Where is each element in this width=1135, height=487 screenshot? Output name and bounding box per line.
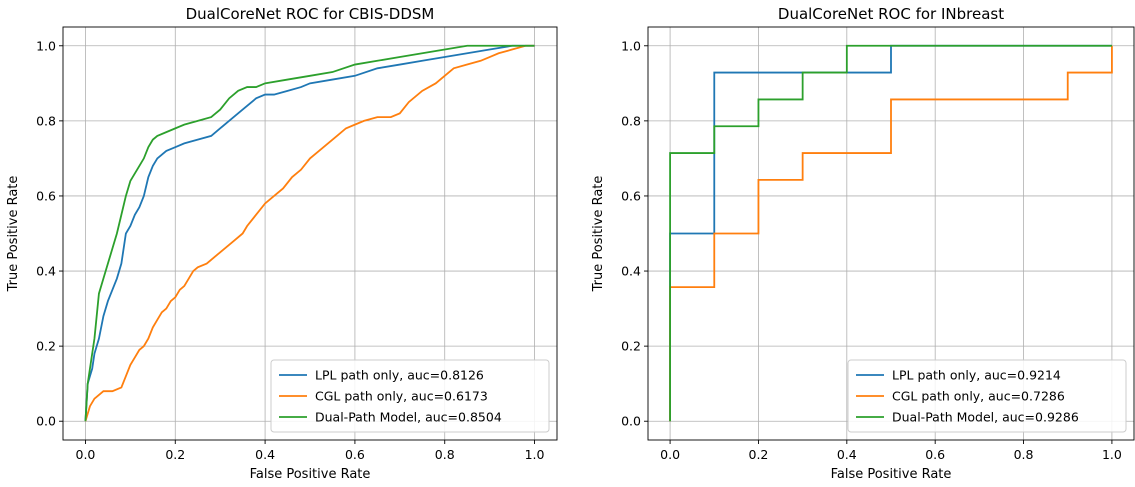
- y-tick-label: 0.4: [36, 264, 56, 279]
- y-tick-label: 0.6: [621, 188, 641, 203]
- y-tick-label: 0.8: [36, 113, 56, 128]
- legend-entry: LPL path only, auc=0.9214: [892, 368, 1061, 383]
- y-tick-label: 0.2: [621, 339, 641, 354]
- x-tick-label: 0.2: [749, 447, 769, 462]
- legend-entry: Dual-Path Model, auc=0.8504: [315, 410, 502, 425]
- x-tick-label: 0.6: [345, 447, 365, 462]
- y-tick-label: 0.2: [36, 339, 56, 354]
- legend-box: [847, 359, 1127, 433]
- legend: LPL path only, auc=0.8126 CGL path only, …: [270, 359, 550, 433]
- y-tick-label: 0.8: [621, 113, 641, 128]
- y-axis-label: True Positive Rate: [6, 176, 21, 293]
- legend-box: [270, 359, 550, 433]
- y-tick-label: 0.0: [36, 414, 56, 429]
- roc-curve-series-0: [84, 44, 535, 422]
- y-tick-label: 0.4: [621, 264, 641, 279]
- x-tick-label: 0.4: [837, 447, 857, 462]
- x-tick-label: 0.2: [165, 447, 185, 462]
- roc-curve-series-1: [84, 44, 535, 422]
- chart-title: DualCoreNet ROC for CBIS-DDSM: [186, 5, 435, 23]
- legend-entry: Dual-Path Model, auc=0.9286: [892, 410, 1079, 425]
- legend-entry: LPL path only, auc=0.8126: [315, 368, 484, 383]
- y-axis-label: True Positive Rate: [591, 176, 606, 293]
- y-tick-label: 1.0: [36, 38, 56, 53]
- x-tick-label: 0.6: [925, 447, 945, 462]
- x-axis-label: False Positive Rate: [250, 467, 371, 482]
- x-tick-label: 0.4: [255, 447, 275, 462]
- x-tick-label: 0.0: [660, 447, 680, 462]
- y-tick-label: 0.0: [621, 414, 641, 429]
- x-tick-label: 0.8: [1014, 447, 1034, 462]
- legend: LPL path only, auc=0.9214 CGL path only, …: [847, 359, 1127, 433]
- roc-chart-cbis-ddsm: 0.0 0.0 0.2 0.2 0.4 0.4 0.6 0.6 0.8 0.8 1.0 1.0 Dual…: [6, 5, 558, 482]
- grid: [63, 27, 557, 440]
- roc-curve-series-2: [84, 44, 535, 422]
- x-tick-label: 0.0: [76, 447, 96, 462]
- x-axis-label: False Positive Rate: [831, 467, 952, 482]
- legend-entry: CGL path only, auc=0.7286: [892, 389, 1065, 404]
- roc-curve-series-1: [669, 45, 1113, 422]
- chart-title: DualCoreNet ROC for INbreast: [778, 5, 1004, 23]
- y-tick-label: 0.6: [36, 188, 56, 203]
- legend-entry: CGL path only, auc=0.6173: [315, 389, 488, 404]
- y-tick-label: 1.0: [621, 38, 641, 53]
- plot-frame: [62, 26, 558, 441]
- roc-chart-inbreast: 0.0 0.0 0.2 0.2 0.4 0.4 0.6 0.6 0.8 0.8 1.0 1.0 Dual…: [591, 5, 1135, 482]
- x-tick-label: 1.0: [1102, 447, 1122, 462]
- plot-frame: [647, 26, 1135, 441]
- roc-curve-series-2: [669, 44, 1112, 422]
- x-tick-label: 0.8: [435, 447, 455, 462]
- x-tick-label: 1.0: [525, 447, 545, 462]
